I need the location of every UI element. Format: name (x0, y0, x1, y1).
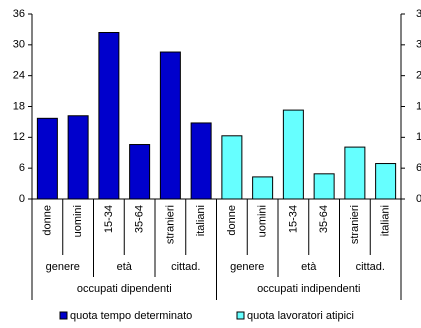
y2-tick-label: 30 (416, 39, 421, 51)
y2-tick-label: 24 (416, 70, 421, 82)
y-tick-label: 12 (13, 131, 25, 143)
bar (313, 173, 335, 200)
legend-swatch (236, 311, 245, 320)
x-tick-label: 35-64 (318, 205, 330, 233)
x-tick-label: 15-34 (103, 205, 115, 233)
x-tick-label: italiani (195, 205, 207, 236)
x-tick-label: italiani (380, 205, 392, 236)
y2-tick-label: 0 (416, 193, 421, 205)
group-label: cittad. (171, 261, 200, 273)
bar (221, 135, 243, 200)
y-tick-label: 0 (19, 193, 25, 205)
group-label: età (117, 261, 133, 273)
x-tick-label: uomini (72, 205, 84, 237)
y2-tick-label: 6 (416, 162, 421, 174)
y2-tick-label: 18 (416, 100, 421, 112)
legend-swatch (59, 311, 68, 320)
bar (98, 32, 120, 200)
bar (190, 122, 212, 200)
legend-label: quota lavoratori atipici (247, 310, 354, 322)
bar (375, 163, 397, 200)
x-tick-label: donne (41, 205, 53, 236)
x-tick-label: uomini (257, 205, 269, 237)
group-label: genere (46, 261, 80, 273)
super-group-label: occupati indipendenti (257, 283, 360, 295)
bar (252, 176, 274, 200)
x-tick-label: 15-34 (287, 205, 299, 233)
bar (282, 109, 304, 200)
x-tick-label: stranieri (349, 205, 361, 244)
super-group-label: occupati dipendenti (77, 283, 172, 295)
bar (36, 117, 58, 200)
x-tick-label: stranieri (164, 205, 176, 244)
bar (67, 115, 89, 200)
group-label: cittad. (356, 261, 385, 273)
y-tick-label: 24 (13, 70, 25, 82)
group-label: genere (230, 261, 264, 273)
y2-tick-label: 36 (416, 8, 421, 20)
y-tick-label: 18 (13, 100, 25, 112)
bar (129, 144, 151, 200)
y2-tick-label: 12 (416, 131, 421, 143)
group-label: età (301, 261, 317, 273)
x-tick-label: donne (226, 205, 238, 236)
y-tick-label: 36 (13, 8, 25, 20)
y-tick-label: 30 (13, 39, 25, 51)
x-tick-label: 35-64 (134, 205, 146, 233)
bar (344, 146, 366, 200)
y-tick-label: 6 (19, 162, 25, 174)
bar (159, 51, 181, 200)
legend-label: quota tempo determinato (70, 310, 192, 322)
